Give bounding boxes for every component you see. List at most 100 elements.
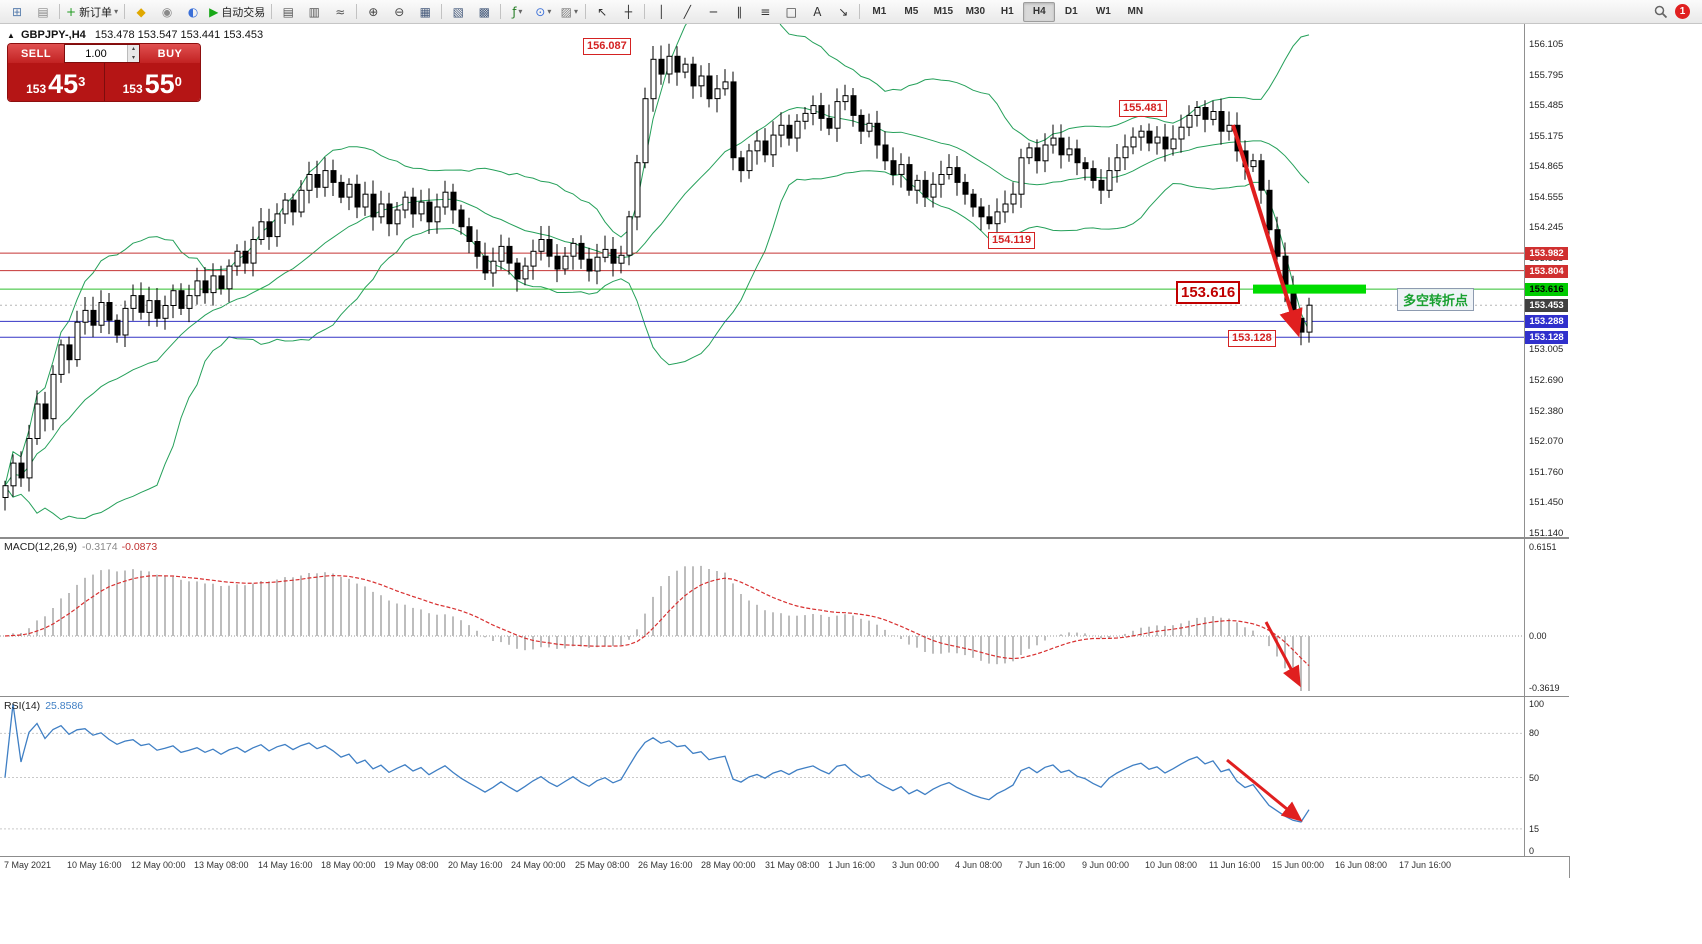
text-label-icon[interactable]: A [804,1,830,23]
timeframe-m5-button[interactable]: M5 [904,6,919,17]
notification-badge[interactable]: 1 [1675,4,1690,19]
price-callout-154-119[interactable]: 154.119 [988,232,1036,249]
search-icon[interactable] [1654,5,1668,19]
date-axis-label: 15 Jun 00:00 [1272,860,1325,870]
main-chart-canvas[interactable] [0,24,1524,537]
timeframe-w1-button[interactable]: W1 [1095,6,1111,17]
profiles-icon[interactable]: ▤ [30,1,56,23]
arrow-object-icon[interactable]: ↘ [830,1,856,23]
toolbar-separator [585,4,587,19]
ask-price[interactable]: 153 55 0 [105,63,201,101]
candlestick-chart-icon: ▥ [308,4,320,19]
lot-stepper[interactable]: ▴ ▾ [127,45,139,62]
toolbar-separator [859,4,861,19]
deposit-icon[interactable]: ◆ [128,1,154,23]
timeframe-h4-button[interactable]: H4 [1023,1,1056,22]
new-order-icon: + [66,4,77,19]
date-axis-label: 3 Jun 00:00 [892,860,940,870]
lot-decrease-icon[interactable]: ▾ [128,53,139,62]
accounts-icon[interactable]: ◉ [154,1,180,23]
crosshair-icon[interactable]: ┼ [615,1,641,23]
macd-axis-label: 0.6151 [1529,542,1557,552]
periods-button[interactable]: ⊙ ▾ [530,1,556,23]
templates-button[interactable]: ▨ ▾ [556,1,582,23]
timeframe-d1-button[interactable]: D1 [1064,6,1078,17]
toolbar-separator [271,4,273,19]
price-callout-153-128[interactable]: 153.128 [1228,330,1276,347]
cursor-icon[interactable]: ↖ [589,1,615,23]
auto-scroll-icon[interactable]: ▧ [445,1,471,23]
bid-price[interactable]: 153 45 3 [8,63,104,101]
price-axis[interactable] [1524,24,1570,856]
price-axis-label: 151.760 [1529,467,1564,478]
timeframe-m15-button[interactable]: M15 [933,6,954,17]
zoom-out-icon[interactable]: ⊖ [386,1,412,23]
line-chart-icon[interactable]: ≈ [327,1,353,23]
caret-down-icon: ▾ [518,7,523,16]
lot-size-field[interactable]: 1.00 ▴ ▾ [64,44,140,63]
date-axis-label: 13 May 08:00 [194,860,249,870]
toolbar-separator [441,4,443,19]
timeframe-h1-button[interactable]: H1 [1000,6,1014,17]
macd-panel-canvas[interactable] [0,539,1524,696]
tile-windows-icon[interactable]: ▦ [412,1,438,23]
tile-windows-icon: ▦ [419,4,431,19]
shapes-icon[interactable]: □ [778,1,804,23]
timeframe-m1-button[interactable]: M1 [872,6,887,17]
date-axis-label: 7 May 2021 [4,860,52,870]
chart-window[interactable] [0,24,1570,878]
crosshair-icon: ┼ [624,4,632,19]
fibonacci-icon[interactable]: ≡ [752,1,778,23]
toolbar-separator [356,4,358,19]
auto-scroll-icon: ▧ [452,4,464,19]
price-callout-155-481[interactable]: 155.481 [1119,100,1167,117]
equidistant-channel-icon: ∥ [736,4,743,19]
chart-shift-icon: ▩ [478,4,490,19]
price-tag: 153.288 [1525,315,1568,328]
line-chart-icon: ≈ [335,4,346,19]
horizontal-line-icon[interactable]: ─ [700,1,726,23]
lot-size-value[interactable]: 1.00 [85,47,107,60]
rsi-axis-label: 0 [1529,846,1535,856]
sell-button[interactable]: SELL [8,44,64,63]
date-axis-label: 28 May 00:00 [701,860,756,870]
timeframe-mn-button[interactable]: MN [1127,6,1144,17]
date-axis-label: 24 May 00:00 [511,860,566,870]
price-tag: 153.128 [1525,331,1568,344]
timeframe-m30-button[interactable]: M30 [965,6,986,17]
community-icon: ◐ [187,4,199,19]
rsi-panel-splitter[interactable] [0,696,1569,697]
bar-chart-icon[interactable]: ▤ [275,1,301,23]
chart-shift-icon[interactable]: ▩ [471,1,497,23]
toolbar-right-area: 1 [1654,4,1698,19]
ohlc-values: 153.478 153.547 153.441 153.453 [94,29,264,41]
price-axis-label: 155.795 [1529,70,1564,81]
zoom-in-icon[interactable]: ⊕ [360,1,386,23]
auto-trading-button[interactable]: ▶ 自动交易 [206,1,268,23]
ask-point: 0 [174,74,182,89]
deposit-icon: ◆ [136,4,146,19]
indicators-button[interactable]: ƒ ▾ [504,1,530,23]
collapse-triangle-icon[interactable]: ▲ [7,31,15,40]
trendline-icon[interactable]: ╱ [674,1,700,23]
macd-axis-label: -0.3619 [1529,683,1560,693]
candlestick-chart-icon[interactable]: ▥ [301,1,327,23]
price-axis-label: 151.140 [1529,528,1564,539]
vertical-line-icon[interactable]: │ [648,1,674,23]
date-axis-label: 7 Jun 16:00 [1018,860,1066,870]
macd-panel-splitter[interactable] [0,537,1569,539]
buy-button[interactable]: BUY [140,44,200,63]
arrow-object-icon: ↘ [838,4,849,19]
equidistant-channel-icon[interactable]: ∥ [726,1,752,23]
rsi-panel-canvas[interactable] [0,697,1524,856]
chart-window-icon[interactable]: ⊞ [4,1,30,23]
text-label-icon: A [813,4,822,19]
turning-point-note[interactable]: 多空转折点 [1397,288,1475,311]
price-callout-156-087[interactable]: 156.087 [583,38,631,55]
lot-increase-icon[interactable]: ▴ [128,45,139,54]
community-icon[interactable]: ◐ [180,1,206,23]
new-order-button[interactable]: + 新订单 ▾ [63,1,121,23]
price-tag: 153.616 [1525,283,1568,296]
price-callout-153-616[interactable]: 153.616 [1176,281,1241,304]
